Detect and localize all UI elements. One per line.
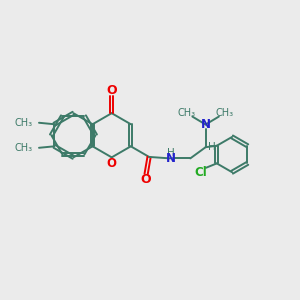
Text: CH₃: CH₃ — [14, 143, 32, 153]
Text: CH₃: CH₃ — [215, 108, 233, 118]
Text: N: N — [201, 118, 211, 131]
Text: CH₃: CH₃ — [14, 118, 32, 128]
Text: H: H — [208, 142, 216, 152]
Text: CH₃: CH₃ — [178, 108, 196, 118]
Text: O: O — [141, 173, 152, 186]
Text: O: O — [107, 157, 117, 170]
Text: N: N — [166, 152, 176, 166]
Text: O: O — [106, 84, 117, 97]
Text: Cl: Cl — [194, 166, 207, 179]
Text: H: H — [167, 148, 174, 158]
